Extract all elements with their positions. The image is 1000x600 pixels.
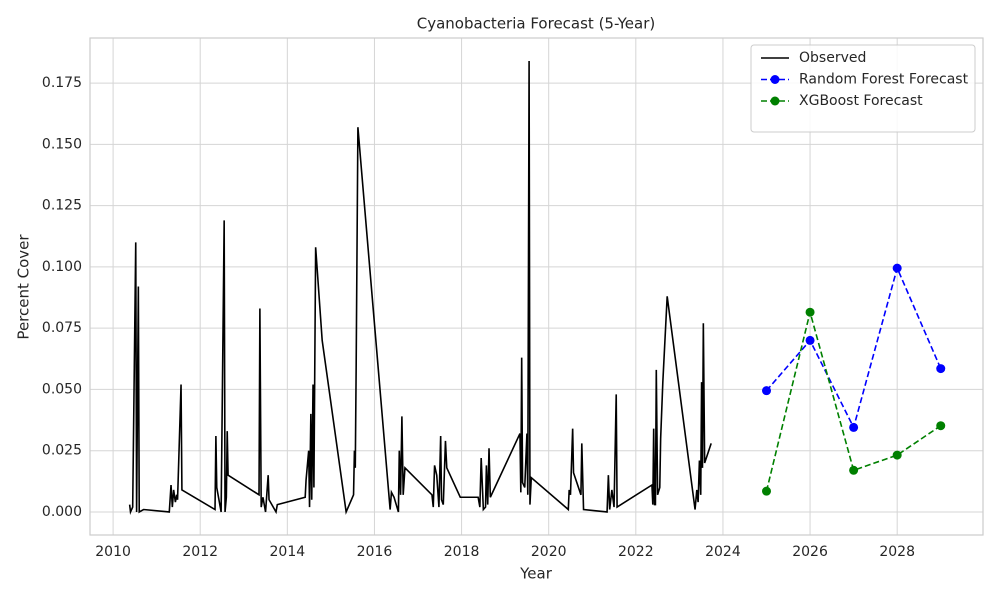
point <box>892 450 902 460</box>
point <box>849 465 859 475</box>
point <box>936 421 946 431</box>
series-line <box>765 309 942 492</box>
legend-label: Random Forest Forecast <box>799 72 969 88</box>
y-tick-label: 0.025 <box>42 443 82 459</box>
plot-frame <box>89 37 984 536</box>
point <box>762 486 772 496</box>
y-tick-label: 0.100 <box>42 259 82 275</box>
y-axis-label: Percent Cover <box>15 234 33 340</box>
y-tick-label: 0.075 <box>42 320 82 336</box>
point <box>805 307 815 317</box>
point <box>892 263 902 273</box>
x-tick-label: 2010 <box>95 544 131 560</box>
y-tick-label: 0.150 <box>42 136 82 152</box>
point <box>936 364 946 374</box>
legend-label: XGBoost Forecast <box>799 93 923 109</box>
x-tick-label: 2022 <box>618 544 654 560</box>
x-axis-label: Year <box>519 565 553 583</box>
y-tick-label: 0.000 <box>42 504 82 520</box>
x-tick-label: 2018 <box>444 544 480 560</box>
series-line <box>128 61 712 515</box>
point <box>805 335 815 345</box>
y-tick-label: 0.050 <box>42 381 82 397</box>
legend-marker <box>770 75 780 84</box>
legend-label: Observed <box>799 50 866 66</box>
legend-marker <box>770 96 780 106</box>
x-tick-label: 2016 <box>357 544 393 560</box>
x-tick-label: 2014 <box>270 544 306 560</box>
x-tick-label: 2012 <box>182 544 218 560</box>
point <box>762 386 772 396</box>
x-tick-label: 2026 <box>792 544 828 560</box>
x-tick-label: 2024 <box>705 544 741 560</box>
y-tick-label: 0.125 <box>42 198 82 214</box>
legend-box <box>750 44 976 133</box>
y-tick-label: 0.175 <box>42 75 82 91</box>
chart-title: Cyanobacteria Forecast (5-Year) <box>417 15 655 33</box>
x-tick-label: 2028 <box>879 544 915 560</box>
x-tick-label: 2020 <box>531 544 567 560</box>
point <box>849 422 859 432</box>
